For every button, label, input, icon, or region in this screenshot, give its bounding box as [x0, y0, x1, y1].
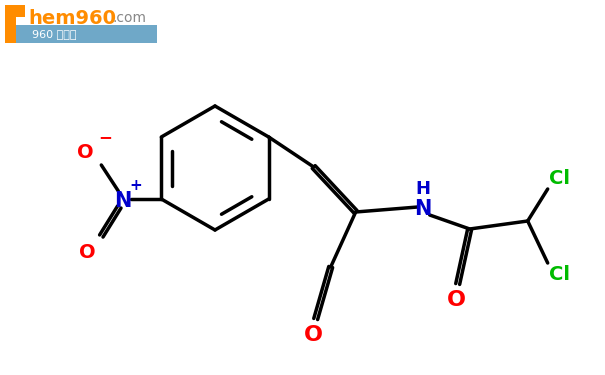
Text: Cl: Cl: [549, 170, 570, 189]
Bar: [5, 25, 157, 43]
Text: O: O: [79, 243, 96, 261]
Text: N: N: [414, 199, 431, 219]
Text: O: O: [447, 290, 466, 310]
Text: .com: .com: [112, 11, 146, 25]
Text: Cl: Cl: [549, 266, 570, 285]
Text: hem960: hem960: [28, 9, 116, 27]
Text: −: −: [99, 128, 113, 146]
Text: N: N: [114, 191, 132, 211]
Text: O: O: [304, 325, 323, 345]
Text: O: O: [77, 144, 94, 162]
Text: H: H: [415, 180, 430, 198]
Polygon shape: [5, 5, 25, 43]
Text: +: +: [129, 177, 142, 192]
Text: 960 化工网: 960 化工网: [32, 29, 76, 39]
